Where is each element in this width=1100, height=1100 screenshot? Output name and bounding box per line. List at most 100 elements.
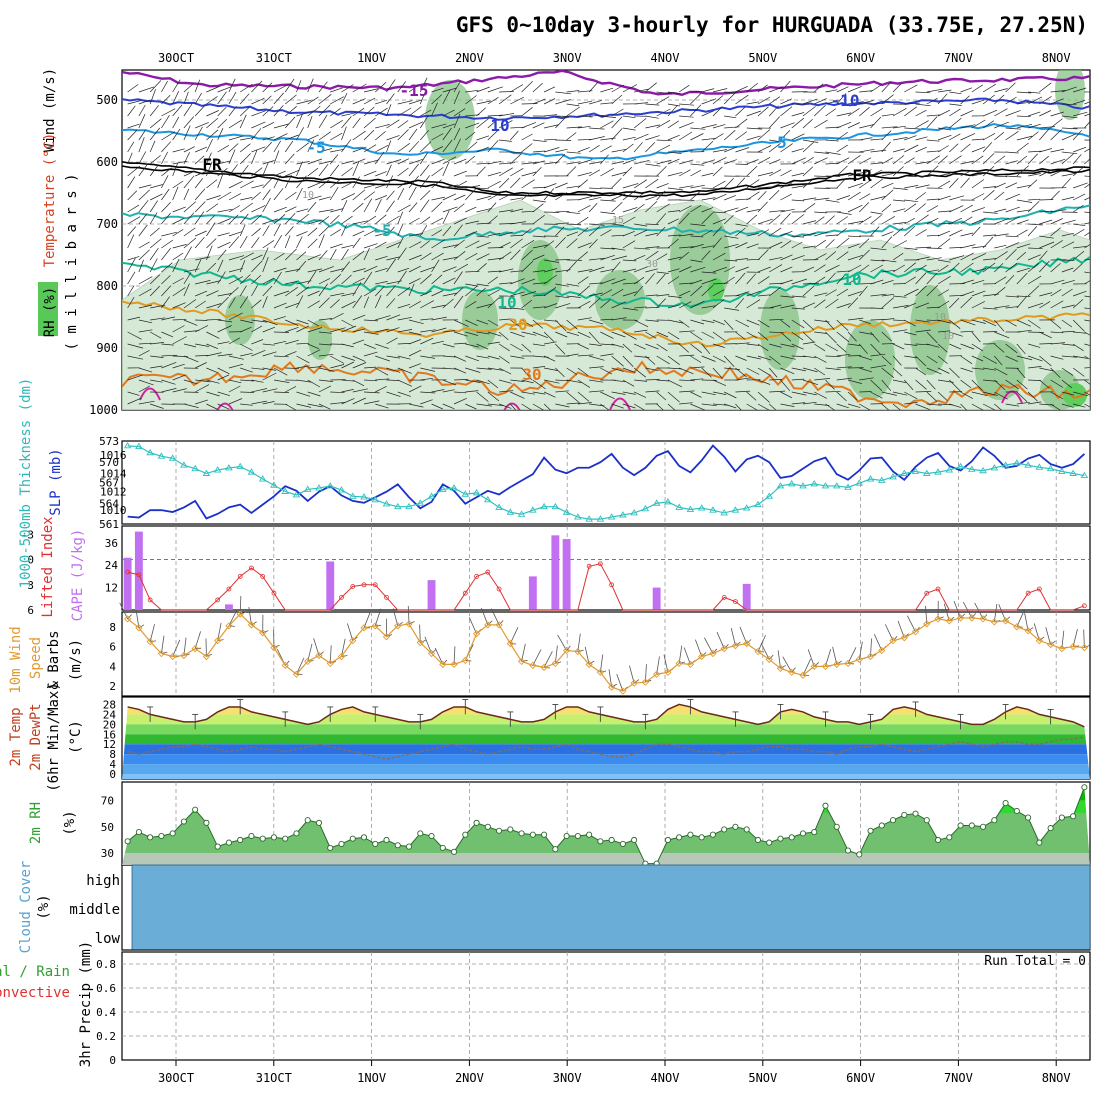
wind-barb <box>701 98 717 105</box>
wind-barb <box>746 209 760 213</box>
wind-barb <box>656 166 667 177</box>
wind-barb <box>690 343 702 354</box>
wind-barb <box>217 145 229 153</box>
thickness-marker <box>641 504 650 512</box>
wind-barb <box>589 161 603 165</box>
wind-barb <box>217 191 232 201</box>
wind-barb <box>206 195 221 201</box>
wind-barb <box>769 379 783 381</box>
wind-barb <box>633 343 646 350</box>
wind-barb <box>228 609 238 627</box>
wind-barb <box>859 193 871 201</box>
wind-barb <box>926 234 940 237</box>
rh-marker <box>631 836 638 844</box>
li-marker <box>271 590 277 596</box>
rh-marker <box>844 847 852 854</box>
rh-marker <box>124 838 131 845</box>
wind-speed-marker <box>225 622 233 630</box>
wind-barb <box>273 355 289 358</box>
wind-speed-marker <box>416 638 424 647</box>
wind-barb <box>149 274 161 285</box>
temp-band <box>122 764 1090 775</box>
wind-barb <box>937 134 952 141</box>
wind-barb <box>937 230 951 237</box>
wind-barb <box>971 268 987 273</box>
wind-speed-marker <box>1058 644 1066 653</box>
wind-speed-marker <box>1001 617 1010 625</box>
wind-barb <box>791 278 808 285</box>
wind-barb <box>183 272 192 285</box>
wind-barb <box>150 184 163 189</box>
wind-barb <box>374 285 385 297</box>
wind-barb <box>465 355 480 362</box>
wind-barb <box>926 116 938 129</box>
wind-barb <box>420 266 435 273</box>
wind-barb <box>971 613 977 619</box>
wind-barb <box>318 250 328 261</box>
wind-barb <box>375 355 390 362</box>
wind-barb <box>240 352 253 357</box>
wind-barb <box>735 377 751 381</box>
wind-barb <box>1027 627 1034 632</box>
li-marker <box>136 572 142 578</box>
wind-barb <box>194 104 206 117</box>
wind-barb <box>1084 295 1090 298</box>
wind-barb <box>318 651 324 656</box>
wind-barb <box>262 351 277 357</box>
wind-barb <box>183 343 197 348</box>
wind-barb <box>296 187 303 201</box>
wind-barb <box>465 252 478 261</box>
wind-barb <box>859 202 870 213</box>
wind-barb <box>487 202 497 213</box>
wind-barb <box>532 306 546 309</box>
wind-barb <box>138 224 148 237</box>
wind-barb <box>735 223 749 227</box>
wind-barb <box>847 122 860 129</box>
wind-barb <box>757 319 770 328</box>
wind-barb <box>814 239 826 249</box>
wind-barb <box>510 130 519 141</box>
wind-barb <box>926 155 940 165</box>
wind-barb <box>498 331 509 341</box>
wind-barb <box>206 262 217 273</box>
wind-barb <box>239 114 247 129</box>
wind-barb <box>329 154 339 165</box>
wind-barb <box>994 391 1008 400</box>
wind-barb <box>251 228 261 237</box>
wind-barb <box>712 343 725 348</box>
wind-barb <box>690 93 702 105</box>
wind-barb <box>949 103 962 106</box>
wind-barb <box>352 314 366 321</box>
wind-barb <box>678 319 690 328</box>
wind-barb <box>892 199 906 202</box>
wind-speed-marker <box>247 621 256 629</box>
rh-marker <box>946 834 953 841</box>
slp-ytick: 1014 <box>100 467 127 480</box>
wind-barb <box>723 276 735 285</box>
wind-barb <box>498 379 512 384</box>
wind-barb <box>442 226 452 237</box>
wind-barb <box>1005 306 1019 309</box>
wind-barb <box>420 273 432 285</box>
wind-barb <box>701 229 713 237</box>
wind-barb <box>510 379 525 382</box>
wind-barb <box>937 343 948 353</box>
wind-barb <box>1039 96 1052 105</box>
wind-barb <box>386 200 395 213</box>
wind-barb <box>138 379 154 386</box>
date-tick-top: 31OCT <box>256 51 292 65</box>
wind-barb <box>149 258 158 273</box>
wind-barb <box>847 379 862 384</box>
wind-barb <box>307 403 323 408</box>
wind-barb <box>465 390 479 393</box>
wind-barb <box>374 199 382 213</box>
wind-barb <box>949 155 962 165</box>
wind-speed-marker <box>517 657 526 666</box>
date-tick-bottom: 8NOV <box>1042 1071 1071 1085</box>
wind-barb <box>983 211 998 214</box>
wind-barb <box>195 146 208 153</box>
rh-marker <box>1047 825 1054 832</box>
wind-barb <box>498 620 504 626</box>
temp-band <box>122 697 1090 704</box>
wind-barb <box>420 290 432 297</box>
